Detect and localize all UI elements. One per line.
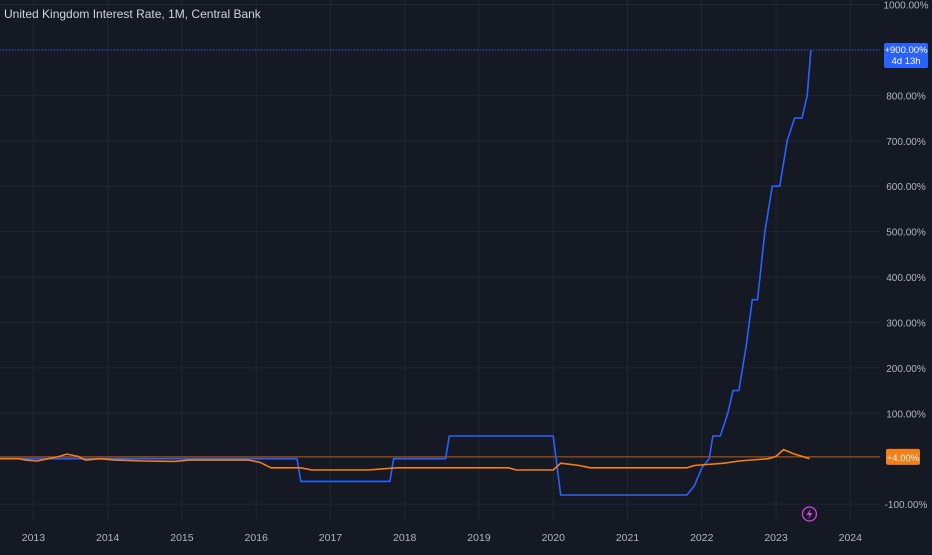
baseline-value-text: +4.00%	[887, 453, 920, 464]
series-line-orange	[0, 448, 810, 471]
y-tick-label: 800.00%	[886, 91, 926, 102]
y-tick-label: 200.00%	[886, 364, 926, 375]
y-tick-label: 700.00%	[886, 137, 926, 148]
grid	[0, 0, 880, 520]
baseline-badge	[886, 448, 920, 465]
x-tick-label: 2017	[319, 532, 343, 544]
lightning-icon-ring	[801, 506, 818, 522]
x-tick-label: 2013	[22, 532, 46, 544]
countdown-text: 4d 13h	[891, 56, 920, 67]
y-tick-label: 400.00%	[886, 273, 926, 284]
reference-lines	[0, 49, 880, 458]
series-layer	[0, 49, 812, 496]
x-tick-label: 2021	[616, 532, 640, 544]
chart-title: United Kingdom Interest Rate, 1M, Centra…	[4, 7, 261, 21]
x-tick-label: 2023	[764, 532, 788, 544]
event-markers[interactable]	[801, 506, 818, 522]
y-tick-label: 500.00%	[886, 228, 926, 239]
y-tick-label: 300.00%	[886, 318, 926, 329]
y-tick-label: 600.00%	[886, 182, 926, 193]
x-tick-label: 2014	[96, 532, 120, 544]
x-tick-label: 2018	[393, 532, 417, 544]
lightning-icon[interactable]	[801, 506, 818, 522]
x-tick-label: 2019	[467, 532, 491, 544]
x-tick-label: 2015	[170, 532, 194, 544]
last-value-badge	[884, 42, 928, 68]
x-tick-label: 2024	[839, 532, 863, 544]
price-labels: +900.00%4d 13h +4.00%	[884, 42, 928, 465]
x-axis[interactable]: 2013 2014 2015 2016 2017 2018 2019 2020 2021 2022…	[22, 532, 862, 544]
y-tick-label: 1000.00%	[883, 1, 928, 12]
x-tick-label: 2020	[542, 532, 566, 544]
y-axis[interactable]: 1000.00%900.00%800.00%700.00%600.00%500.…	[883, 1, 928, 512]
last-value-text: +900.00%	[884, 45, 928, 56]
y-tick-label: 100.00%	[886, 409, 926, 420]
x-tick-label: 2022	[690, 532, 714, 544]
lightning-icon-bolt	[806, 509, 813, 519]
x-tick-label: 2016	[245, 532, 269, 544]
series-line-blue	[0, 49, 812, 496]
y-tick-label: -100.00%	[885, 500, 928, 511]
